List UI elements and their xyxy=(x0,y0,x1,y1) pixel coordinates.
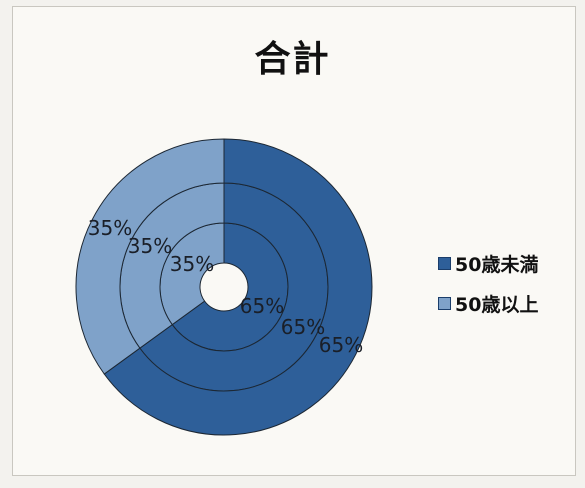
data-label-ring3-50-and-over: 35% xyxy=(88,216,132,240)
legend-label-under-50: 50歳未満 xyxy=(455,253,539,276)
chart-title: 合計 xyxy=(254,39,331,80)
slice-ring3-50-and-over xyxy=(75,138,225,375)
data-label-ring2-under-50: 65% xyxy=(281,315,325,339)
data-label-ring3-under-50: 65% xyxy=(319,333,363,357)
legend-swatch-under-50 xyxy=(438,256,451,270)
data-label-ring2-50-and-over: 35% xyxy=(128,234,172,258)
data-label-ring1-50-and-over: 35% xyxy=(170,252,214,276)
legend-swatch-50-and-over xyxy=(438,296,451,310)
data-label-ring1-under-50: 65% xyxy=(240,294,284,318)
legend-item-50-and-over: 50歳以上 xyxy=(438,290,538,316)
legend-item-under-50: 50歳未満 xyxy=(438,250,538,276)
slice-ring3-under-50 xyxy=(103,138,373,436)
legend-label-50-and-over: 50歳以上 xyxy=(455,293,539,316)
legend: 50歳未満 50歳以上 xyxy=(438,250,538,330)
